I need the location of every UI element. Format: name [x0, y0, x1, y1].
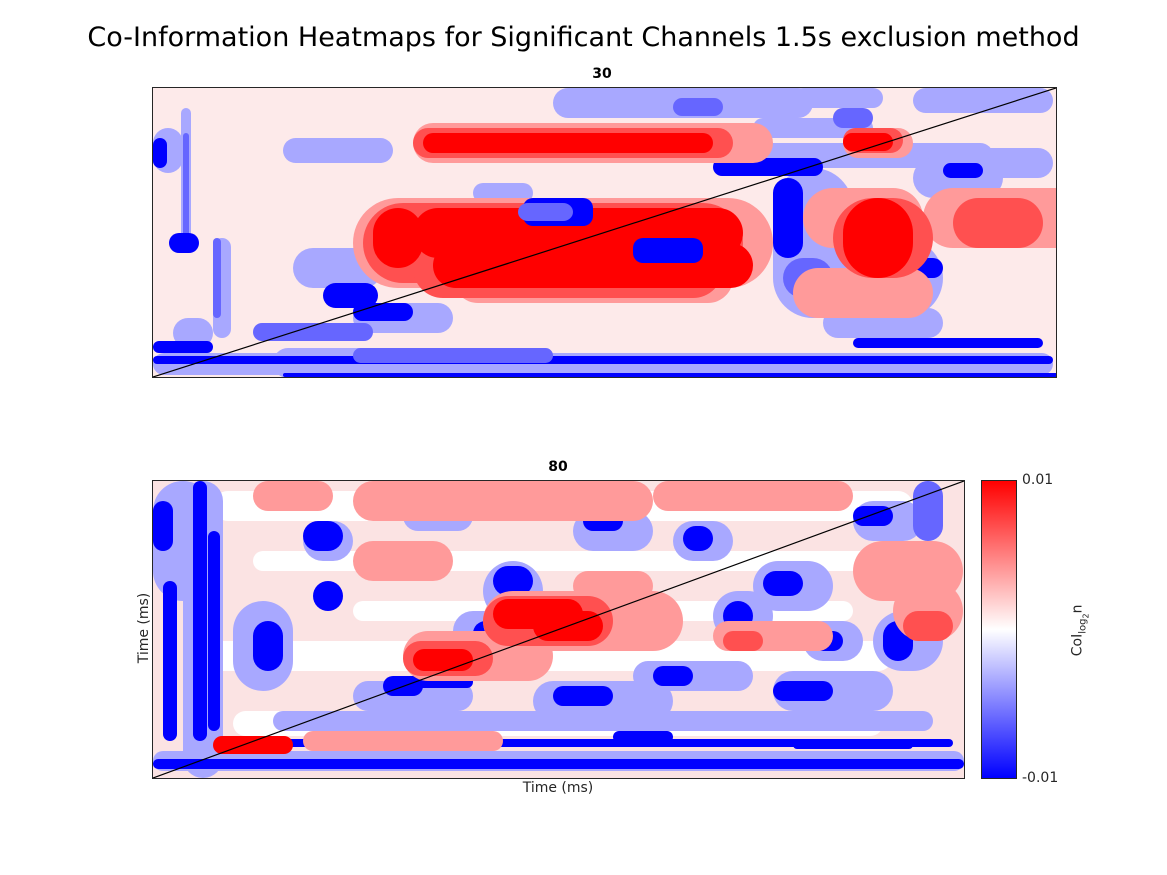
- heatmap-bottom-region: [573, 571, 653, 601]
- heatmap-bottom-region: [208, 531, 220, 731]
- heatmap-top-region: [423, 133, 713, 153]
- heatmap-top-region: [353, 348, 553, 363]
- heatmap-bottom-region: [313, 581, 343, 611]
- y-axis-label: Time (ms): [136, 592, 152, 664]
- heatmap-top-region: [843, 198, 913, 278]
- heatmap-bottom-region: [793, 741, 913, 749]
- heatmap-top-region: [793, 268, 933, 318]
- heatmap-bottom-region: [653, 481, 853, 511]
- x-axis-label: Time (ms): [522, 780, 594, 796]
- heatmap-bottom-region: [153, 501, 173, 551]
- heatmap-title-top: 30: [592, 66, 612, 82]
- heatmap-top: [152, 87, 1057, 378]
- heatmap-bottom-diagonal: [153, 481, 964, 778]
- colorbar: [981, 480, 1017, 779]
- heatmap-top-region: [913, 88, 1053, 113]
- heatmap-top-region: [169, 233, 199, 253]
- heatmap-bottom-region: [493, 599, 583, 629]
- heatmap-top-region: [973, 148, 1053, 178]
- heatmap-bottom-region: [683, 526, 713, 551]
- figure-title: Co-Information Heatmaps for Significant …: [87, 22, 1080, 53]
- heatmap-top-diagonal: [153, 88, 1056, 377]
- heatmap-top-region: [153, 138, 167, 168]
- heatmap-title-bottom: 80: [548, 459, 568, 475]
- heatmap-bottom-region: [723, 631, 763, 651]
- heatmap-top-region: [253, 323, 373, 341]
- heatmap-top-region: [843, 133, 893, 151]
- heatmap-top-region: [633, 238, 703, 263]
- heatmap-top-region: [213, 238, 221, 318]
- heatmap-bottom-region: [193, 481, 207, 741]
- heatmap-bottom-region: [253, 621, 283, 671]
- heatmap-bottom-region: [653, 666, 693, 686]
- heatmap-top-region: [773, 178, 803, 258]
- heatmap-top-region: [943, 163, 983, 178]
- heatmap-bottom: [152, 480, 965, 779]
- heatmap-bottom-region: [303, 731, 503, 751]
- heatmap-bottom-region: [353, 481, 653, 521]
- heatmap-bottom-region: [493, 566, 533, 596]
- heatmap-top-region: [173, 318, 213, 348]
- heatmap-top-region: [283, 138, 393, 163]
- colorbar-min-label: -0.01: [1022, 770, 1059, 786]
- heatmap-bottom-region: [163, 581, 177, 741]
- colorbar-label-sub: log: [1077, 618, 1089, 634]
- heatmap-top-region: [353, 303, 413, 321]
- heatmap-bottom-region: [273, 711, 933, 731]
- heatmap-bottom-region: [213, 736, 293, 754]
- colorbar-label-subsub: 2: [1081, 613, 1091, 619]
- heatmap-top-region: [793, 88, 883, 108]
- heatmap-bottom-region: [253, 481, 333, 511]
- heatmap-bottom-region: [903, 611, 953, 641]
- heatmap-top-region: [373, 208, 423, 268]
- heatmap-bottom-region: [303, 521, 343, 551]
- heatmap-bottom-region: [553, 686, 613, 706]
- heatmap-bottom-region: [613, 731, 673, 743]
- colorbar-label-tail: n: [1069, 604, 1086, 614]
- heatmap-bottom-region: [153, 759, 964, 769]
- heatmap-top-plot: [153, 88, 1056, 377]
- heatmap-bottom-region: [773, 681, 833, 701]
- colorbar-max-label: 0.01: [1022, 472, 1054, 488]
- colorbar-label-main: CoI: [1069, 633, 1086, 657]
- heatmap-top-region: [833, 108, 873, 128]
- heatmap-bottom-region: [913, 481, 943, 541]
- heatmap-top-region: [953, 198, 1043, 248]
- heatmap-bottom-region: [413, 649, 473, 671]
- heatmap-top-region: [153, 356, 1053, 364]
- heatmap-top-region: [323, 283, 378, 308]
- colorbar-label: CoIlog2n: [1070, 580, 1091, 680]
- heatmap-top-region: [183, 133, 189, 243]
- heatmap-bottom-region: [353, 541, 453, 581]
- heatmap-bottom-region: [763, 571, 803, 596]
- heatmap-top-region: [673, 98, 723, 116]
- heatmap-top-region: [283, 373, 1056, 377]
- heatmap-top-region: [853, 338, 1043, 348]
- heatmap-top-region: [153, 341, 213, 353]
- heatmap-top-region: [513, 258, 713, 288]
- heatmap-top-region: [518, 203, 573, 221]
- heatmap-bottom-plot: [153, 481, 964, 778]
